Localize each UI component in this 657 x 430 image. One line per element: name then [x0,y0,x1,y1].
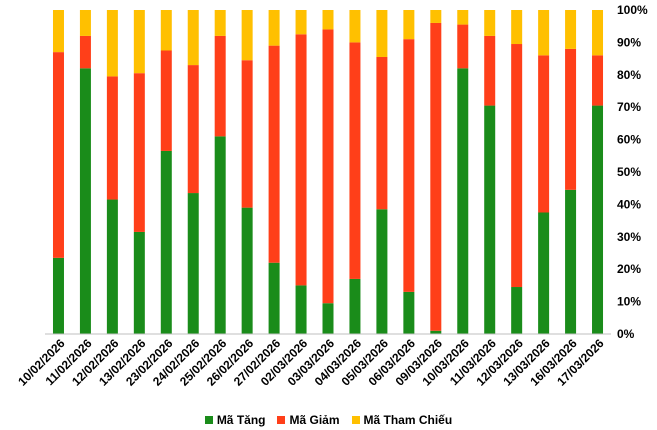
y-axis-ticks: 0% 10% 20% 30% 40% 50% 60% 70% 80% 90% 100% [617,3,648,341]
bar-segment-tham-chieu-1 [79,10,91,36]
bar-segment-giam-20 [592,55,604,106]
legend-label: Mã Giảm [289,413,340,427]
bar-segment-tham-chieu-14 [430,10,442,23]
bar-segment-tham-chieu-20 [592,10,604,56]
y-tick-label: 30% [617,230,641,244]
bar-segment-tham-chieu-2 [106,10,118,77]
bar-segment-tang-13 [403,291,415,334]
bar-segment-tang-7 [241,207,253,334]
bar-segment-tang-4 [160,150,172,334]
bar-segment-giam-11 [349,42,361,279]
legend-label: Mã Tăng [216,413,266,427]
legend-swatch [204,416,213,424]
bar-segment-tang-20 [592,105,604,334]
bar-segment-tang-0 [52,257,64,334]
bar-segment-tang-5 [187,193,199,334]
bar-segment-tham-chieu-5 [187,10,199,66]
legend-item: Mã Tham Chiếu [351,413,453,427]
bar-segment-tang-10 [322,303,334,334]
bar-segment-tang-11 [349,278,361,334]
bar-segment-giam-2 [106,76,118,200]
y-tick-label: 10% [617,295,641,309]
bar-segment-giam-3 [133,73,145,232]
bar-segment-tham-chieu-10 [322,10,334,30]
bar-segment-tang-1 [79,68,91,334]
bar-segment-giam-9 [295,34,307,286]
bar-segment-tham-chieu-17 [511,10,523,45]
bar-segment-tham-chieu-18 [538,10,550,56]
bar-segment-tham-chieu-9 [295,10,307,35]
bar-segment-giam-8 [268,45,280,263]
bar-segment-tang-19 [565,189,577,334]
bar-segment-tang-14 [430,330,442,334]
y-tick-label: 70% [617,100,641,114]
bar-segment-giam-0 [52,52,64,258]
y-tick-label: 40% [617,197,641,211]
legend: Mã Tăng Mã Giảm Mã Tham Chiếu [0,411,657,429]
y-tick-label: 80% [617,68,641,82]
bar-segment-tang-18 [538,212,550,334]
bar-segment-giam-19 [565,48,577,190]
bar-segment-giam-18 [538,55,550,213]
bar-segment-giam-17 [511,44,523,288]
y-tick-label: 90% [617,35,641,49]
y-tick-label: 100% [617,3,648,17]
bar-segment-giam-16 [484,35,496,106]
bar-segment-giam-5 [187,65,199,194]
bar-segment-tham-chieu-3 [133,10,145,74]
y-tick-label: 50% [617,165,641,179]
legend-swatch [351,416,360,424]
legend-item: Mã Tăng [204,413,266,427]
bar-segment-tham-chieu-16 [484,10,496,36]
bar-segment-giam-1 [79,35,91,69]
bar-segment-giam-13 [403,39,415,292]
legend-label: Mã Tham Chiếu [363,413,453,427]
bar-segment-tang-3 [133,231,145,334]
bar-segment-tham-chieu-13 [403,10,415,40]
bar-segment-tang-17 [511,287,523,334]
bar-segment-tang-9 [295,285,307,334]
bar-segment-tham-chieu-11 [349,10,361,43]
bar-segment-giam-6 [214,35,226,137]
legend-item: Mã Giảm [277,413,340,427]
y-tick-label: 20% [617,262,641,276]
bar-segment-giam-4 [160,50,172,151]
bar-segment-tang-2 [106,199,118,334]
bar-segment-tang-16 [484,105,496,334]
legend-swatch [277,416,286,424]
bar-segment-tang-8 [268,262,280,334]
bar-segment-tham-chieu-0 [52,10,64,53]
bars-group [52,10,604,334]
bar-segment-tham-chieu-4 [160,10,172,51]
bar-segment-giam-14 [430,22,442,331]
bar-segment-giam-10 [322,29,334,304]
y-tick-label: 60% [617,133,641,147]
bar-segment-tang-12 [376,209,388,334]
y-tick-label: 0% [617,327,635,341]
bar-segment-tang-6 [214,136,226,334]
bar-segment-tham-chieu-7 [241,10,253,61]
bar-segment-giam-7 [241,60,253,208]
bar-segment-tham-chieu-19 [565,10,577,49]
bar-segment-giam-15 [457,24,469,69]
bar-segment-giam-12 [376,56,388,210]
x-axis-ticks: 10/02/202611/02/202612/02/202613/02/2026… [15,336,607,389]
bar-segment-tham-chieu-6 [214,10,226,36]
bar-segment-tham-chieu-15 [457,10,469,25]
bar-segment-tham-chieu-12 [376,10,388,57]
bar-segment-tham-chieu-8 [268,10,280,46]
bar-segment-tang-15 [457,68,469,334]
